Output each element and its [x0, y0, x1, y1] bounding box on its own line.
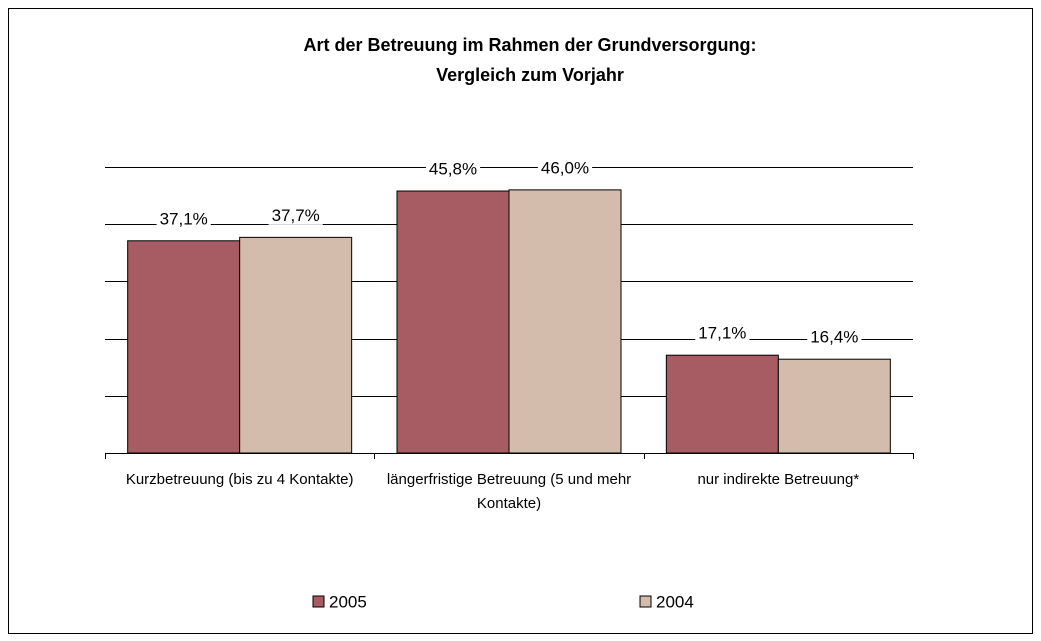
chart-title: Art der Betreuung im Rahmen der Grundver… [303, 35, 756, 55]
data-label: 17,1% [698, 324, 746, 343]
chart-subtitle: Vergleich zum Vorjahr [436, 65, 624, 85]
x-tick-label: längerfristige Betreuung (5 und mehr Kon… [386, 471, 632, 512]
data-label: 37,1% [160, 209, 208, 228]
data-label-bg [695, 323, 750, 343]
data-label: 16,4% [810, 328, 858, 347]
x-tick-label: nur indirekte Betreuung* [697, 471, 860, 488]
data-label-bg [537, 158, 593, 178]
legend-swatch [639, 595, 652, 608]
bar [127, 240, 241, 454]
legend-swatch [312, 595, 325, 608]
data-label: 37,7% [272, 206, 320, 225]
data-label-bg [156, 209, 211, 229]
data-label: 46,0% [541, 158, 589, 177]
data-label-bg [268, 205, 323, 225]
legend-label: 2005 [329, 592, 367, 611]
bar [396, 190, 510, 454]
bar [508, 189, 622, 454]
data-label-bg [807, 327, 862, 347]
bar [777, 358, 891, 454]
data-label: 45,8% [429, 160, 477, 179]
x-tick-label: Kurzbetreuung (bis zu 4 Kontakte) [125, 471, 354, 488]
bar [665, 354, 779, 454]
data-label-bg [425, 159, 481, 179]
bar [239, 236, 353, 454]
legend-label: 2004 [656, 592, 694, 611]
